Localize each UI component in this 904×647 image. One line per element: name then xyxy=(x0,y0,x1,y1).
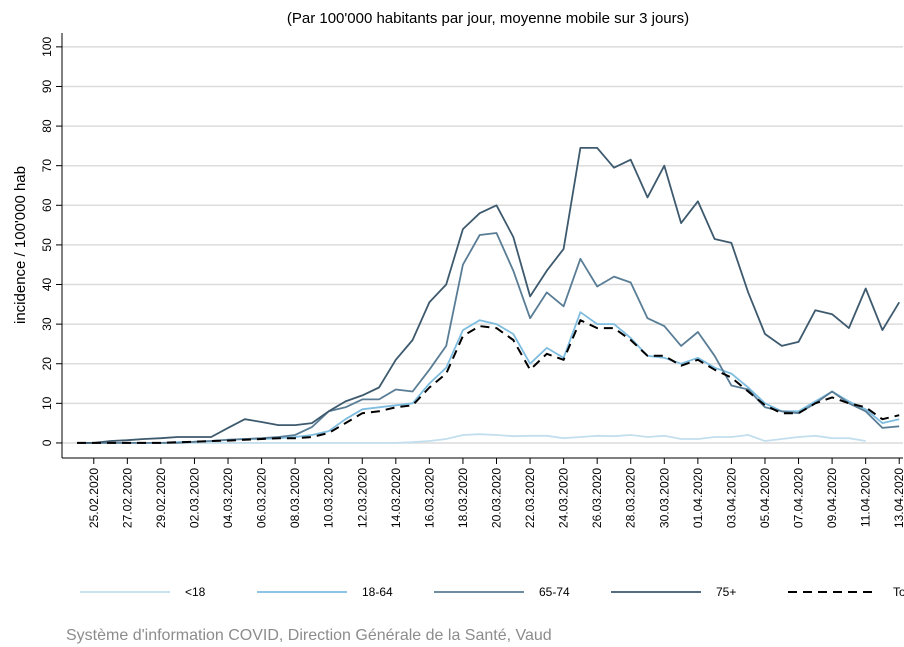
y-tick-label: 70 xyxy=(40,159,54,173)
legend-label: Total xyxy=(893,585,904,599)
chart-title: (Par 100'000 habitants par jour, moyenne… xyxy=(287,10,689,27)
x-tick-label: 16.03.2020 xyxy=(422,468,436,528)
y-tick-label: 10 xyxy=(40,396,54,410)
legend-label: 75+ xyxy=(716,585,736,599)
x-tick-label: 26.03.2020 xyxy=(590,468,604,528)
y-tick-label: 50 xyxy=(40,238,54,252)
series-line xyxy=(77,147,900,444)
y-tick-label: 20 xyxy=(40,357,54,371)
y-tick-label: 90 xyxy=(40,79,54,93)
x-tick-label: 04.03.2020 xyxy=(221,468,235,528)
x-tick-label: 11.04.2020 xyxy=(859,468,873,527)
x-tick-label: 25.02.2020 xyxy=(87,468,101,528)
y-tick-label: 30 xyxy=(40,317,54,331)
y-tick-label: 0 xyxy=(40,439,54,446)
x-tick-label: 09.04.2020 xyxy=(825,468,839,528)
x-tick-label: 05.04.2020 xyxy=(758,468,772,528)
x-tick-label: 12.03.2020 xyxy=(355,468,369,528)
x-tick-label: 18.03.2020 xyxy=(456,468,470,528)
y-tick-label: 40 xyxy=(40,278,54,292)
x-tick-label: 27.02.2020 xyxy=(120,468,134,528)
y-tick-label: 80 xyxy=(40,119,54,133)
x-tick-label: 08.03.2020 xyxy=(288,468,302,528)
x-tick-label: 02.03.2020 xyxy=(187,468,201,528)
source: Système d'information COVID, Direction G… xyxy=(66,627,552,644)
x-tick-label: 22.03.2020 xyxy=(523,468,537,528)
y-tick-label: 100 xyxy=(40,37,54,57)
x-tick-label: 20.03.2020 xyxy=(490,468,504,528)
x-tick-label: 13.04.2020 xyxy=(892,468,904,528)
x-tick-label: 28.03.2020 xyxy=(624,468,638,528)
legend-label: 65-74 xyxy=(539,585,570,599)
x-tick-label: 07.04.2020 xyxy=(792,468,806,528)
x-tick-label: 01.04.2020 xyxy=(691,468,705,528)
x-tick-label: 30.03.2020 xyxy=(657,468,671,528)
x-tick-label: 24.03.2020 xyxy=(557,468,571,528)
series-line xyxy=(77,319,900,444)
series-line xyxy=(77,433,866,444)
x-tick-label: 06.03.2020 xyxy=(255,468,269,528)
y-tick-label: 60 xyxy=(40,198,54,212)
x-tick-label: 10.03.2020 xyxy=(322,468,336,528)
x-tick-label: 03.04.2020 xyxy=(724,468,738,528)
legend-label: <18 xyxy=(185,585,206,599)
x-tick-label: 14.03.2020 xyxy=(389,468,403,528)
legend-label: 18-64 xyxy=(362,585,393,599)
y-axis-label: incidence / 100'000 hab xyxy=(12,166,29,324)
x-tick-label: 29.02.2020 xyxy=(154,468,168,528)
